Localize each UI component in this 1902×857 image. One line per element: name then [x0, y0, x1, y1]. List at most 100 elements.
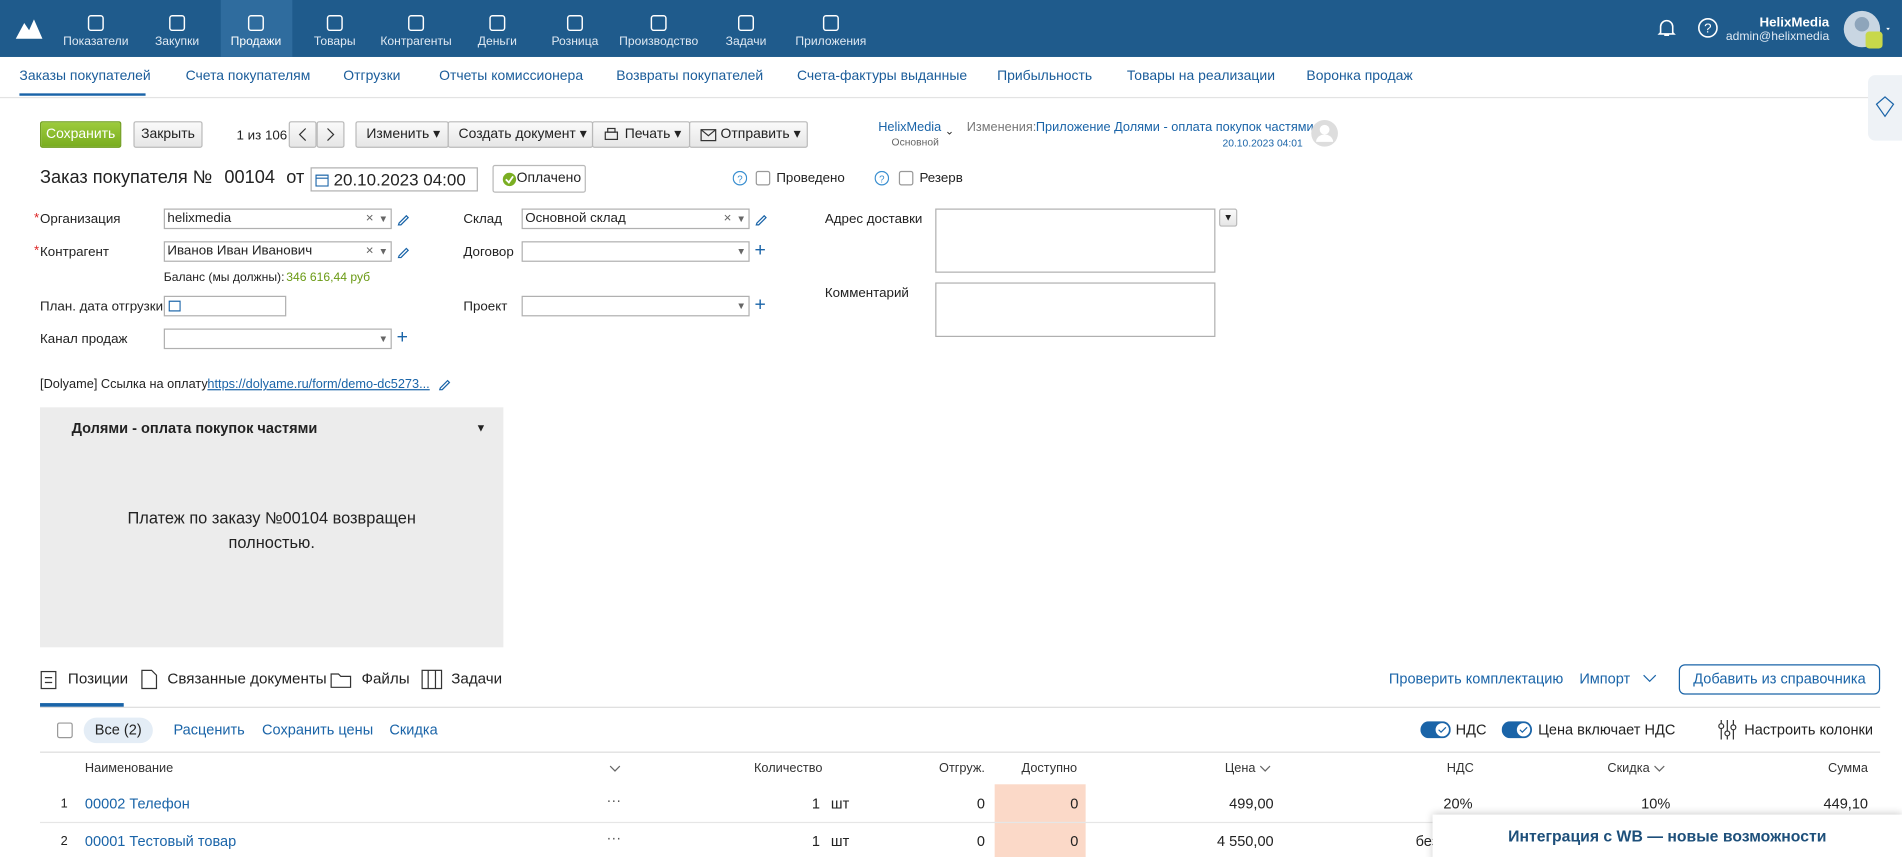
reprice-link[interactable]: Расценить — [173, 721, 245, 739]
dropdown[interactable]: ▼ — [736, 213, 746, 225]
add-icon[interactable]: + — [754, 240, 766, 261]
price-vat-toggle[interactable] — [1501, 721, 1533, 739]
avatar[interactable] — [1841, 8, 1892, 52]
column-header[interactable]: Отгруж. — [939, 761, 985, 776]
edit-icon[interactable] — [754, 212, 767, 226]
clear[interactable]: × — [365, 243, 374, 259]
contract-input[interactable]: ▼ — [521, 241, 750, 262]
tab[interactable]: Задачи — [451, 670, 503, 688]
import-link[interactable]: Импорт — [1579, 670, 1631, 688]
nav-icon[interactable] — [565, 13, 584, 32]
address-input[interactable] — [935, 208, 1216, 273]
nav-icon[interactable] — [736, 13, 755, 32]
sort-caret[interactable] — [1259, 765, 1271, 773]
subnav-tab[interactable]: Заказы покупателей — [19, 69, 151, 84]
next-button[interactable] — [316, 121, 345, 148]
bell-icon[interactable] — [1656, 17, 1678, 39]
help-icon[interactable]: ? — [732, 170, 748, 186]
subnav-tab[interactable]: Товары на реализации — [1126, 69, 1276, 84]
columns-icon[interactable] — [1716, 719, 1738, 741]
nav-item[interactable]: Продажи — [230, 35, 282, 49]
side-widget[interactable] — [1868, 75, 1902, 141]
edit-icon[interactable] — [397, 212, 410, 226]
column-header[interactable]: Скидка — [1607, 761, 1650, 776]
address-dropdown[interactable]: ▼ — [1219, 208, 1238, 227]
nav-icon[interactable] — [167, 13, 186, 32]
prev-button[interactable] — [288, 121, 317, 148]
promo-banner[interactable]: Интеграция с WB — новые возможности — [1432, 814, 1902, 857]
check-link[interactable]: Проверить комплектацию — [1388, 670, 1564, 688]
dropdown[interactable]: ▼ — [378, 246, 389, 257]
sort-caret[interactable] — [1653, 765, 1665, 773]
nav-icon[interactable] — [246, 13, 265, 32]
edit-icon[interactable] — [438, 377, 451, 391]
add-icon[interactable]: + — [754, 294, 766, 316]
nav-icon[interactable] — [821, 13, 840, 32]
column-header[interactable]: Сумма — [1827, 761, 1869, 776]
paid-button[interactable]: Оплачено — [492, 164, 586, 193]
tab[interactable]: Позиции — [67, 670, 129, 688]
discount-link[interactable]: Скидка — [389, 721, 438, 739]
subnav-tab[interactable]: Возвраты покупателей — [616, 69, 764, 84]
nav-item[interactable]: Розница — [551, 35, 599, 49]
nav-item[interactable]: Задачи — [725, 35, 767, 49]
doc-date[interactable]: 20.10.2023 04:00 — [310, 167, 478, 192]
edit-icon[interactable] — [397, 245, 410, 259]
dropdown[interactable]: ▼ — [736, 300, 746, 312]
row-menu[interactable]: ··· — [606, 829, 622, 847]
column-header[interactable]: НДС — [1446, 761, 1474, 776]
column-header[interactable]: Наименование — [84, 761, 174, 776]
clear[interactable]: × — [723, 210, 732, 226]
nav-item[interactable]: Закупки — [154, 35, 200, 49]
subnav-tab[interactable]: Счета-фактуры выданные — [796, 69, 968, 84]
column-header[interactable]: Количество — [754, 761, 823, 776]
nav-icon[interactable] — [406, 13, 425, 32]
nav-item[interactable]: Товары — [313, 35, 356, 49]
organization-input[interactable]: helixmedia × ▼ — [163, 208, 392, 230]
help-icon[interactable]: ? — [1697, 17, 1719, 39]
nav-icon[interactable] — [649, 13, 668, 32]
ship-date-input[interactable] — [163, 295, 287, 317]
nav-item[interactable]: Производство — [619, 35, 699, 49]
cell-name[interactable]: 00001 Тестовый товар — [84, 832, 237, 850]
row-menu[interactable]: ··· — [606, 791, 622, 809]
subnav-tab[interactable]: Воронка продаж — [1306, 69, 1413, 84]
channel-input[interactable]: ▼ — [163, 328, 392, 350]
logo[interactable] — [15, 16, 44, 40]
add-button[interactable]: Добавить из справочника — [1678, 664, 1881, 695]
counterparty-input[interactable]: Иванов Иван Иванович × ▼ — [163, 241, 392, 262]
subnav-tab[interactable]: Отчеты комиссионера — [439, 69, 584, 84]
create-document-menu[interactable]: Создать документ ▾ — [447, 121, 594, 148]
column-header[interactable]: Доступно — [1021, 761, 1078, 776]
subnav-tab[interactable]: Отгрузки — [343, 69, 401, 84]
nav-icon[interactable] — [325, 13, 344, 32]
user-email[interactable]: admin@helixmedia — [1725, 30, 1830, 44]
send-menu[interactable]: Отправить ▾ — [688, 121, 808, 148]
sort-caret[interactable] — [609, 765, 621, 773]
subnav-tab[interactable]: Счета покупателям — [185, 69, 311, 84]
warehouse-input[interactable]: Основной склад × ▼ — [521, 208, 750, 230]
reserve-checkbox[interactable] — [898, 170, 914, 186]
nav-icon[interactable] — [488, 13, 507, 32]
add-icon[interactable]: + — [396, 327, 408, 348]
nav-item[interactable]: Контрагенты — [380, 35, 452, 49]
widget-toggle[interactable]: ▼ — [475, 421, 487, 434]
subnav-tab[interactable]: Прибыльность — [997, 69, 1093, 84]
save-prices-link[interactable]: Сохранить цены — [262, 721, 374, 739]
account[interactable]: HelixMedia — [878, 120, 942, 135]
select-all-checkbox[interactable] — [57, 722, 73, 739]
nav-item[interactable]: Показатели — [63, 35, 129, 49]
column-header[interactable]: Цена — [1224, 761, 1256, 776]
print-menu[interactable]: Печать ▾ — [591, 121, 691, 148]
nav-icon[interactable] — [86, 13, 105, 32]
project-input[interactable]: ▼ — [521, 295, 750, 317]
nav-item[interactable]: Приложения — [795, 35, 867, 49]
user-name[interactable]: HelixMedia — [1759, 15, 1830, 31]
save-button[interactable]: Сохранить — [40, 121, 122, 148]
nav-item[interactable]: Деньги — [477, 35, 517, 49]
comment-input[interactable] — [935, 282, 1216, 337]
tab[interactable]: Связанные документы — [167, 670, 327, 688]
dropdown[interactable]: ▼ — [378, 333, 389, 345]
cell-name[interactable]: 00002 Телефон — [84, 795, 190, 813]
dropdown[interactable]: ▼ — [378, 213, 389, 225]
